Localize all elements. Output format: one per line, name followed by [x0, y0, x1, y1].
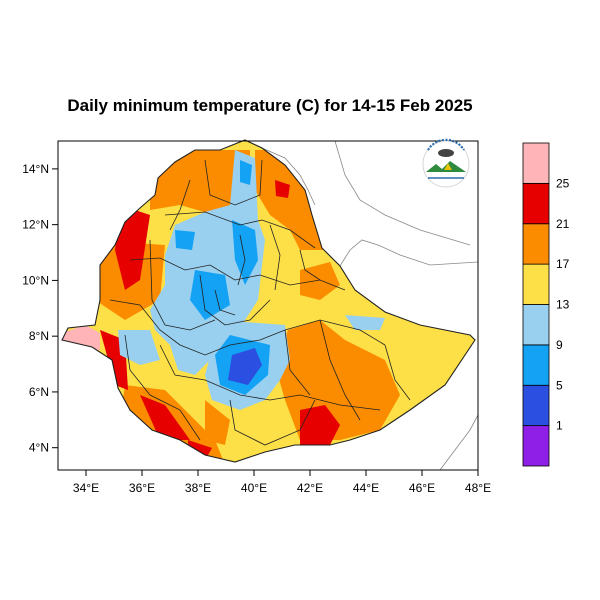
- x-tick-label: 44°E: [353, 481, 379, 495]
- neighbour-boundaries: [261, 141, 478, 470]
- x-tick-label: 38°E: [185, 481, 211, 495]
- x-tick-label: 36°E: [129, 481, 155, 495]
- x-tick-label: 46°E: [409, 481, 435, 495]
- colorbar-label: 9: [556, 338, 563, 352]
- x-axis: 34°E 36°E 38°E 40°E 42°E 44°E 46°E 48°E: [73, 470, 491, 495]
- colorbar-swatch: [522, 142, 550, 184]
- y-tick-label: 10°N: [22, 273, 49, 287]
- map-title: Daily minimum temperature (C) for 14-15 …: [67, 96, 473, 115]
- colorbar-label: 25: [556, 176, 570, 190]
- colorbar-swatch: [522, 182, 550, 225]
- x-tick-label: 34°E: [73, 481, 99, 495]
- x-tick-label: 40°E: [241, 481, 267, 495]
- y-tick-label: 8°N: [29, 329, 49, 343]
- colorbar-swatch: [522, 384, 550, 427]
- x-tick-label: 48°E: [465, 481, 491, 495]
- colorbar-swatch: [522, 344, 550, 386]
- colorbar: 1 5 9 13 17 21 25: [522, 142, 570, 467]
- colorbar-label: 21: [556, 217, 570, 231]
- colorbar-label: 13: [556, 298, 570, 312]
- y-tick-label: 14°N: [22, 162, 49, 176]
- x-tick-label: 42°E: [297, 481, 323, 495]
- y-tick-label: 12°N: [22, 218, 49, 232]
- colorbar-label: 1: [556, 419, 563, 433]
- colorbar-swatch: [522, 263, 550, 305]
- y-axis: 14°N 12°N 10°N 8°N 6°N 4°N: [22, 162, 58, 455]
- colorbar-swatch: [522, 304, 550, 346]
- y-tick-label: 6°N: [29, 385, 49, 399]
- colorbar-label: 5: [556, 378, 563, 392]
- colorbar-label: 17: [556, 257, 570, 271]
- admin-boundaries: [61, 139, 476, 463]
- colorbar-swatch: [522, 425, 550, 467]
- colorbar-swatch: [522, 223, 550, 265]
- ethiopian-meteorology-institute-logo: [422, 138, 470, 188]
- y-tick-label: 4°N: [29, 441, 49, 455]
